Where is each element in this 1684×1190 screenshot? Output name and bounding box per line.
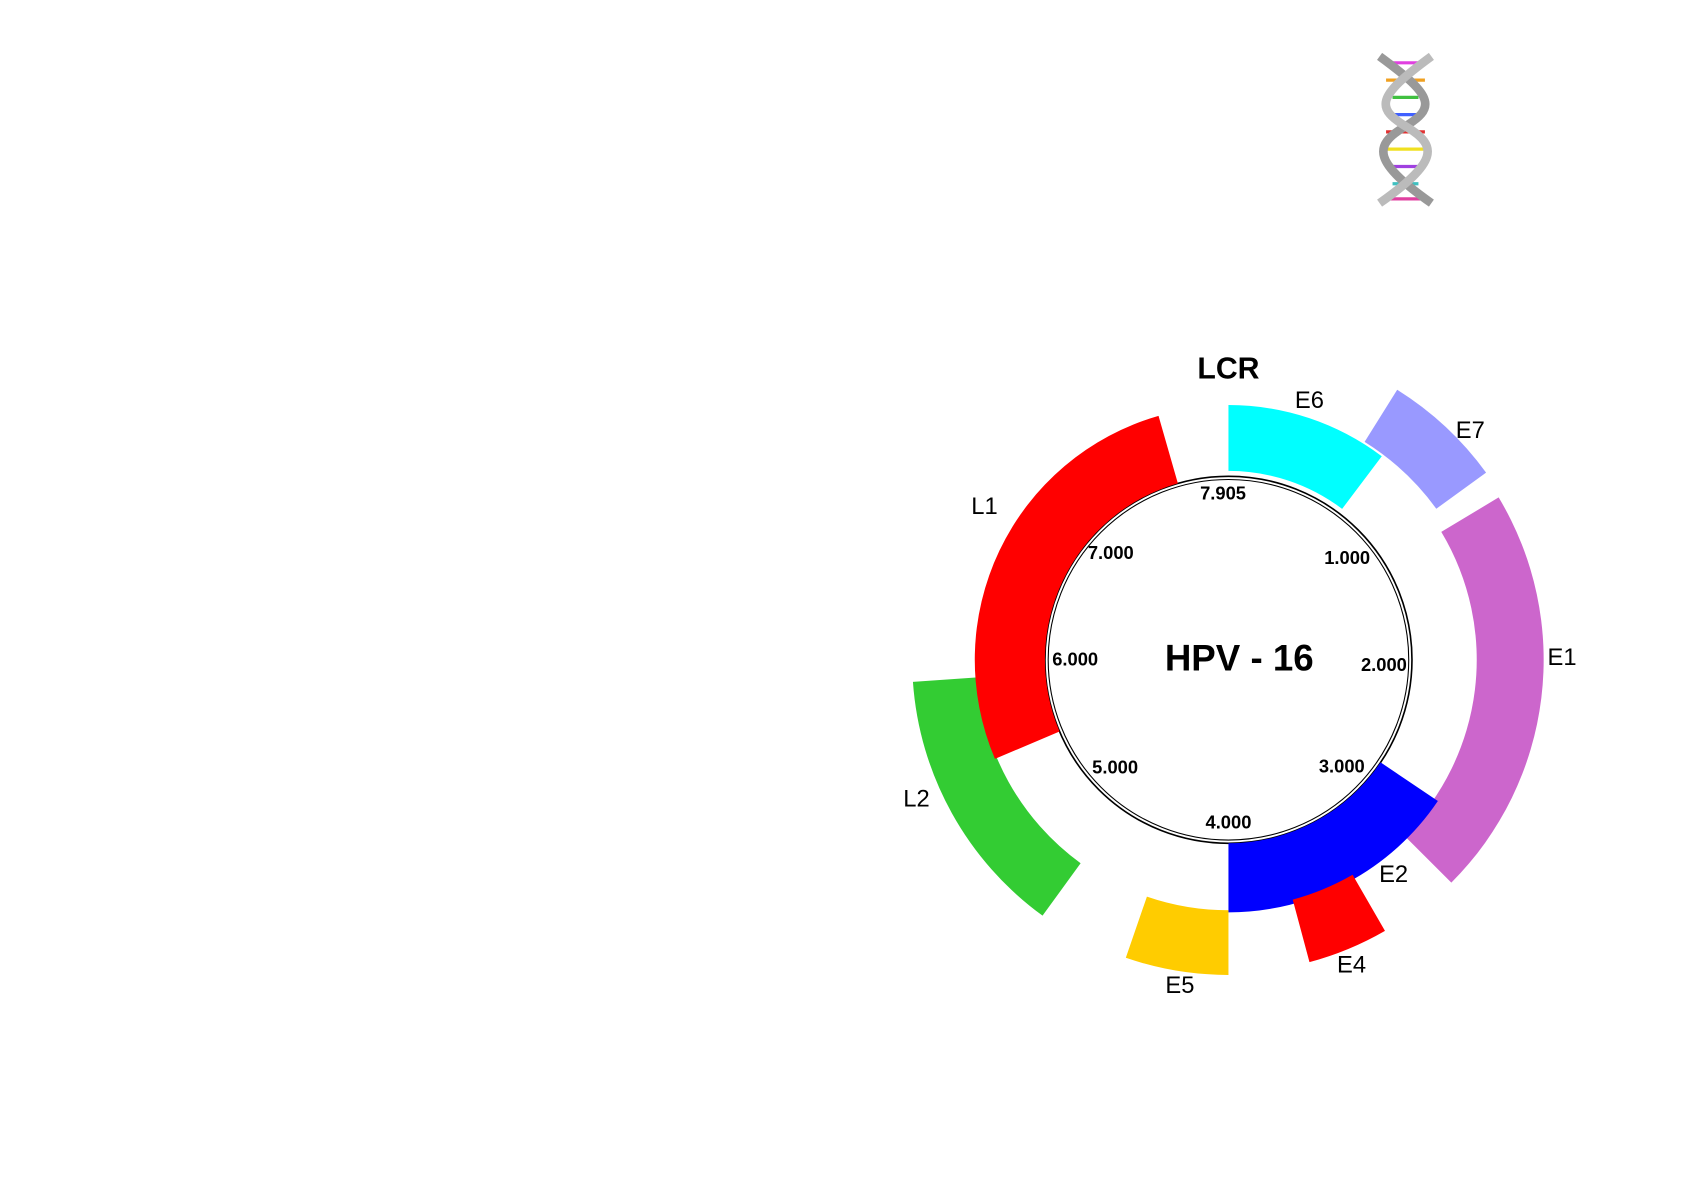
gene-arc (1292, 874, 1385, 963)
genome-circle-inner (1047, 478, 1410, 841)
region-label: LCR (1197, 352, 1259, 385)
gene-label: E2 (1379, 862, 1408, 888)
gene-arc (912, 677, 1081, 916)
gene-arc (1404, 497, 1544, 883)
gene-label: E1 (1548, 645, 1577, 671)
dna-icon (1377, 52, 1434, 207)
position-label: 4.000 (1206, 812, 1252, 833)
position-label: 6.000 (1052, 649, 1098, 670)
gene-label: L1 (971, 494, 997, 520)
position-label: 7.000 (1088, 542, 1134, 563)
position-label: 7.905 (1200, 482, 1246, 503)
position-label: 3.000 (1319, 756, 1365, 777)
position-label: 2.000 (1361, 654, 1407, 675)
gene-arc (1228, 762, 1438, 913)
title: HPV - 16 (1165, 638, 1314, 679)
gene-label: E6 (1295, 388, 1324, 414)
gene-label: E5 (1165, 973, 1194, 999)
gene-arc (1125, 896, 1229, 975)
position-label: 1.000 (1324, 547, 1370, 568)
gene-arc (1364, 389, 1487, 509)
gene-label: E7 (1456, 418, 1485, 444)
position-label: 5.000 (1092, 757, 1138, 778)
gene-arc (1228, 405, 1382, 509)
gene-arc (974, 415, 1178, 759)
gene-label: E4 (1337, 953, 1366, 979)
gene-label: L2 (903, 786, 929, 812)
